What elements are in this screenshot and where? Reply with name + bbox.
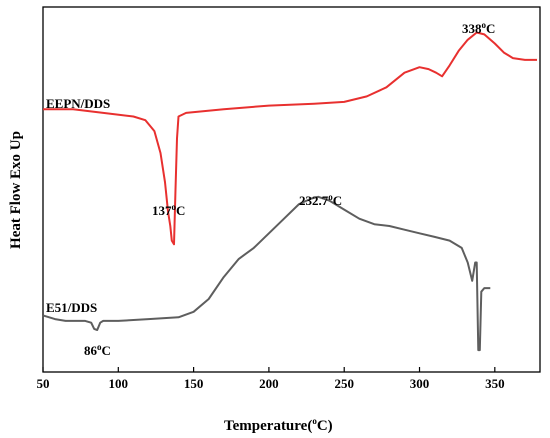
x-axis-title: Temperature(oC) [224, 416, 333, 434]
series-line-eepn-dds [43, 31, 537, 246]
x-tick-label: 250 [334, 376, 354, 391]
series-group [42, 31, 537, 352]
y-axis-title: Heat Flow Exo Up [8, 131, 24, 249]
series-label-eepn-dds: EEPN/DDS [46, 96, 110, 111]
x-tick-label: 300 [410, 376, 430, 391]
x-tick-label: 200 [259, 376, 279, 391]
x-axis: 50 100 150 200 250 300 350 [37, 367, 505, 391]
annotation-86: 86oC [84, 342, 111, 358]
annotation-232-7: 232.7oC [299, 192, 342, 208]
annotation-338: 338oC [462, 20, 495, 36]
x-tick-label: 150 [184, 376, 204, 391]
x-tick-label: 100 [109, 376, 129, 391]
annotation-137: 137oC [152, 202, 185, 218]
x-tick-label: 50 [37, 376, 50, 391]
series-label-e51-dds: E51/DDS [46, 300, 97, 315]
plot-frame [42, 6, 541, 373]
series-line-e51-dds [42, 195, 491, 352]
x-tick-label: 350 [485, 376, 505, 391]
